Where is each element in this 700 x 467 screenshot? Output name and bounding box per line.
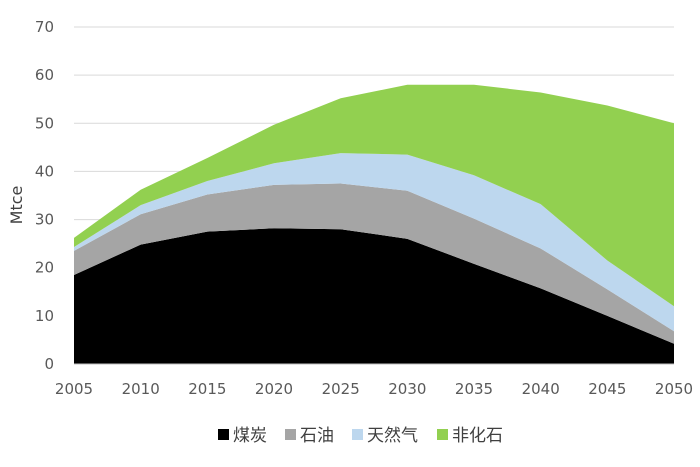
x-tick-label: 2010 <box>122 380 160 398</box>
area-series-2 <box>74 183 674 344</box>
legend-label-3: 天然气 <box>367 426 418 446</box>
area-series-4 <box>74 84 674 307</box>
y-tick-label: 30 <box>35 211 54 229</box>
x-tick-label: 2045 <box>588 380 626 398</box>
y-tick-label: 50 <box>35 114 54 132</box>
y-tick-label: 60 <box>35 66 54 84</box>
y-tick-label: 20 <box>35 259 54 277</box>
area-series <box>74 84 674 364</box>
legend-swatch-2 <box>285 429 296 440</box>
x-tick-label: 2030 <box>388 380 426 398</box>
legend-label-2: 石油 <box>300 426 334 446</box>
x-tick-label: 2035 <box>455 380 493 398</box>
x-tick-label: 2050 <box>655 380 693 398</box>
x-tick-label: 2015 <box>188 380 226 398</box>
legend-swatch-4 <box>437 429 448 440</box>
x-tick-label: 2025 <box>322 380 360 398</box>
y-tick-label: 40 <box>35 162 54 180</box>
y-axis-label: Mtce <box>7 186 26 225</box>
x-tick-label: 2040 <box>522 380 560 398</box>
area-series-1 <box>74 228 674 364</box>
legend-swatch-3 <box>352 429 363 440</box>
y-tick-label: 0 <box>44 355 54 373</box>
y-tick-label: 70 <box>35 18 54 36</box>
legend-label-1: 煤炭 <box>233 426 267 446</box>
x-tick-label: 2005 <box>55 380 93 398</box>
y-tick-label: 10 <box>35 307 54 325</box>
legend-swatch-1 <box>218 429 229 440</box>
area-series-3 <box>74 153 674 332</box>
legend-label-4: 非化石 <box>452 426 503 446</box>
legend: 煤炭 石油 天然气 非化石 <box>218 426 503 446</box>
x-tick-label: 2020 <box>255 380 293 398</box>
